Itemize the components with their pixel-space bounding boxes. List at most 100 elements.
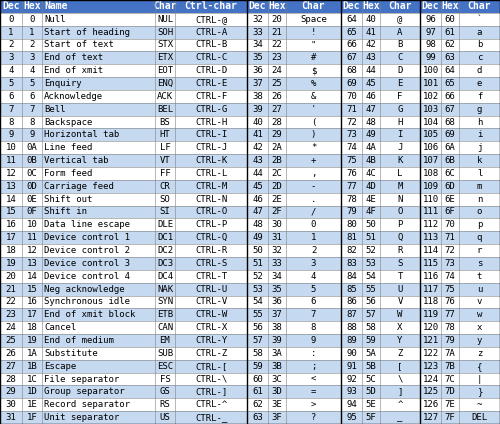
Bar xyxy=(22,398,42,411)
Bar xyxy=(380,373,420,385)
Text: NUL: NUL xyxy=(157,15,173,24)
Bar xyxy=(459,244,500,257)
Bar xyxy=(459,308,500,321)
Text: 46: 46 xyxy=(252,195,263,204)
Bar xyxy=(247,154,268,167)
Bar xyxy=(0,347,22,360)
Text: 2: 2 xyxy=(30,40,35,50)
Bar xyxy=(247,283,268,296)
Bar xyxy=(175,360,247,373)
Bar xyxy=(441,0,459,13)
Text: 91: 91 xyxy=(346,362,357,371)
Text: ESC: ESC xyxy=(157,362,173,371)
Bar xyxy=(155,141,175,154)
Bar xyxy=(459,373,500,385)
Text: ETB: ETB xyxy=(157,310,173,319)
Text: @: @ xyxy=(398,15,402,24)
Bar xyxy=(380,26,420,39)
Text: 101: 101 xyxy=(422,79,438,88)
Bar xyxy=(42,373,155,385)
Text: 67: 67 xyxy=(346,53,357,62)
Text: 41: 41 xyxy=(252,131,263,139)
Bar xyxy=(268,26,286,39)
Bar xyxy=(286,334,341,347)
Bar xyxy=(268,77,286,90)
Bar xyxy=(459,321,500,334)
Text: 78: 78 xyxy=(346,195,357,204)
Text: 74: 74 xyxy=(346,143,357,152)
Text: l: l xyxy=(477,169,482,178)
Text: CTRL-[: CTRL-[ xyxy=(195,362,227,371)
Text: }: } xyxy=(477,388,482,396)
Bar xyxy=(286,231,341,244)
Bar xyxy=(441,347,459,360)
Bar xyxy=(268,0,286,13)
Bar xyxy=(459,193,500,206)
Text: Hex: Hex xyxy=(441,1,459,11)
Bar xyxy=(420,154,441,167)
Text: 0E: 0E xyxy=(26,195,38,204)
Text: 0: 0 xyxy=(311,220,316,229)
Text: o: o xyxy=(477,207,482,217)
Bar xyxy=(247,244,268,257)
Bar xyxy=(42,206,155,218)
Text: 14: 14 xyxy=(26,272,38,281)
Text: s: s xyxy=(477,259,482,268)
Text: 30: 30 xyxy=(272,220,282,229)
Bar xyxy=(175,193,247,206)
Text: 118: 118 xyxy=(422,298,438,307)
Bar xyxy=(247,231,268,244)
Text: 0A: 0A xyxy=(26,143,38,152)
Bar xyxy=(247,193,268,206)
Text: 103: 103 xyxy=(422,105,438,114)
Text: CTRL-G: CTRL-G xyxy=(195,105,227,114)
Bar xyxy=(175,51,247,64)
Text: Device control 3: Device control 3 xyxy=(44,259,130,268)
Bar xyxy=(380,347,420,360)
Bar xyxy=(22,334,42,347)
Bar xyxy=(247,180,268,193)
Text: 77: 77 xyxy=(346,182,357,191)
Bar xyxy=(175,103,247,116)
Bar xyxy=(441,206,459,218)
Text: N: N xyxy=(398,195,402,204)
Bar xyxy=(441,90,459,103)
Bar xyxy=(286,270,341,283)
Bar xyxy=(380,321,420,334)
Bar xyxy=(175,39,247,51)
Bar xyxy=(362,334,380,347)
Bar xyxy=(42,167,155,180)
Text: k: k xyxy=(477,156,482,165)
Text: 86: 86 xyxy=(346,298,357,307)
Text: 5: 5 xyxy=(311,285,316,293)
Bar xyxy=(420,321,441,334)
Text: 70: 70 xyxy=(346,92,357,101)
Text: 52: 52 xyxy=(252,272,263,281)
Bar xyxy=(42,398,155,411)
Bar xyxy=(155,385,175,398)
Text: 64: 64 xyxy=(444,66,456,75)
Bar xyxy=(268,90,286,103)
Text: ]: ] xyxy=(398,388,402,396)
Text: ENQ: ENQ xyxy=(157,79,173,88)
Bar xyxy=(380,180,420,193)
Text: z: z xyxy=(477,349,482,358)
Text: 48: 48 xyxy=(366,117,376,126)
Bar xyxy=(247,308,268,321)
Bar xyxy=(247,218,268,231)
Text: CTRL-B: CTRL-B xyxy=(195,40,227,50)
Text: SYN: SYN xyxy=(157,298,173,307)
Text: 51: 51 xyxy=(252,259,263,268)
Bar xyxy=(286,26,341,39)
Text: 5D: 5D xyxy=(366,388,376,396)
Bar xyxy=(0,26,22,39)
Text: 120: 120 xyxy=(422,323,438,332)
Text: v: v xyxy=(477,298,482,307)
Text: CTRL-P: CTRL-P xyxy=(195,220,227,229)
Text: 7D: 7D xyxy=(444,388,456,396)
Text: 37: 37 xyxy=(252,79,263,88)
Text: 7: 7 xyxy=(30,105,35,114)
Bar xyxy=(341,270,362,283)
Text: h: h xyxy=(477,117,482,126)
Bar xyxy=(0,411,22,424)
